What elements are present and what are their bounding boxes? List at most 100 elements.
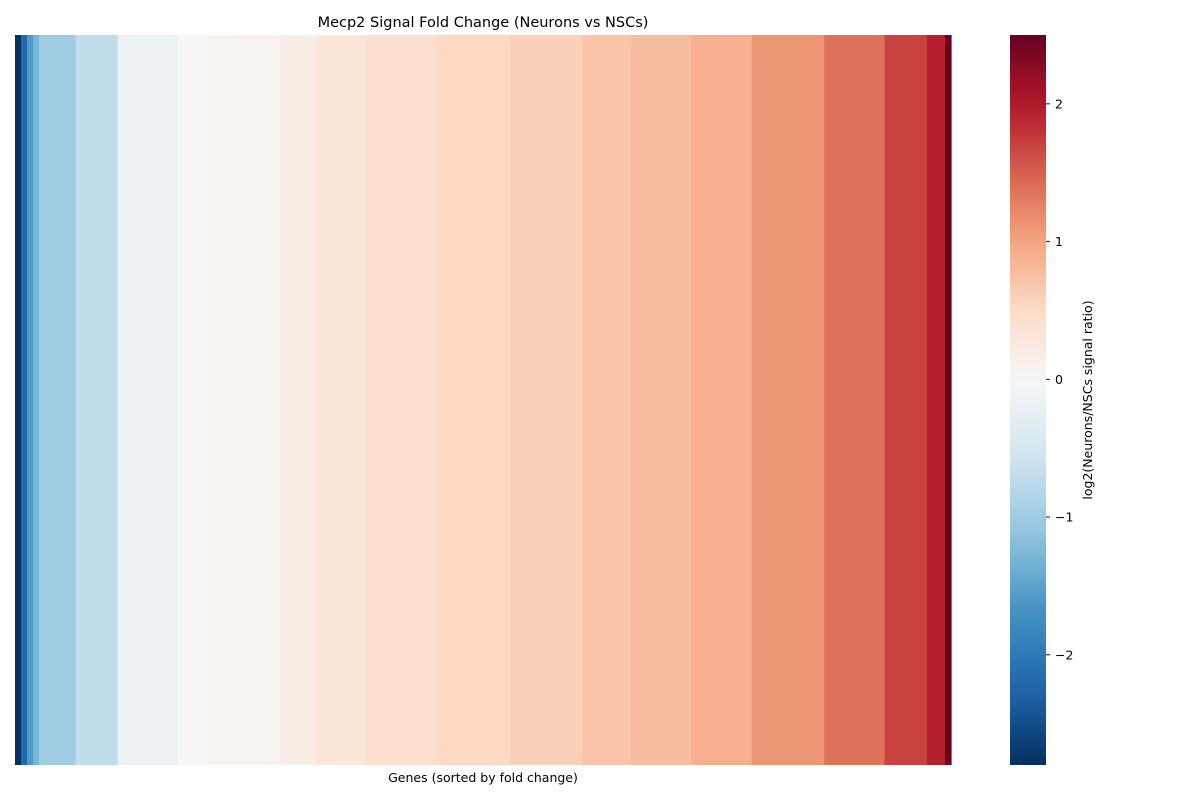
heatmap-cell: [389, 35, 397, 765]
heatmap-cell: [643, 35, 650, 765]
heatmap-cell: [51, 35, 58, 765]
heatmap-cell: [540, 35, 548, 765]
heatmap-cell: [353, 35, 360, 765]
heatmap-cell: [347, 35, 354, 765]
heatmap-cell: [256, 35, 264, 765]
heatmap-cell: [564, 35, 572, 765]
heatmap-cell: [69, 35, 76, 765]
heatmap-cell: [920, 35, 928, 765]
heatmap-cell: [226, 35, 233, 765]
heatmap-cell: [944, 35, 952, 765]
heatmap-cell: [377, 35, 384, 765]
heatmap-cell: [63, 35, 70, 765]
heatmap-cell: [733, 35, 741, 765]
heatmap-cell: [449, 35, 457, 765]
heatmap-cell: [413, 35, 421, 765]
heatmap-cell: [129, 35, 137, 765]
heatmap-cell: [165, 35, 173, 765]
heatmap-cell: [461, 35, 469, 765]
heatmap-cell: [534, 35, 541, 765]
heatmap-cell: [322, 35, 330, 765]
heatmap-cell: [93, 35, 101, 765]
heatmap-cell: [280, 35, 288, 765]
heatmap-cell: [697, 35, 705, 765]
heatmap-cell: [836, 35, 843, 765]
heatmap-cell: [123, 35, 131, 765]
colorbar-label: log2(Neurons/NSCs signal ratio): [1080, 300, 1095, 499]
heatmap-cell: [153, 35, 161, 765]
heatmap-cell: [896, 35, 904, 765]
heatmap-cell: [232, 35, 240, 765]
heatmap-cell: [691, 35, 698, 765]
heatmap-cell: [504, 35, 511, 765]
heatmap-cell: [914, 35, 922, 765]
heatmap-cell: [522, 35, 529, 765]
heatmap-cell: [220, 35, 227, 765]
x-axis-label: Genes (sorted by fold change): [388, 770, 578, 785]
heatmap-cell: [473, 35, 481, 765]
heatmap-cell: [757, 35, 765, 765]
heatmap-cell: [781, 35, 789, 765]
colorbar-tick-label: 2: [1055, 96, 1063, 111]
heatmap-cell: [371, 35, 378, 765]
heatmap-cell: [274, 35, 282, 765]
heatmap-cell: [926, 35, 934, 765]
heatmap-cell: [329, 35, 336, 765]
heatmap-cell: [558, 35, 566, 765]
heatmap-cell: [479, 35, 487, 765]
heatmap-cell: [624, 35, 632, 765]
heatmap-cell: [467, 35, 475, 765]
heatmap-cell: [516, 35, 523, 765]
heatmap-cell: [703, 35, 711, 765]
heatmap-cell: [407, 35, 415, 765]
heatmap-cell: [443, 35, 451, 765]
heatmap-cell: [649, 35, 656, 765]
heatmap-cell: [498, 35, 505, 765]
heatmap-cell: [286, 35, 294, 765]
heatmap-cell: [298, 35, 306, 765]
heatmap-cell: [667, 35, 674, 765]
heatmap-cell: [673, 35, 680, 765]
colorbar: [1010, 35, 1046, 765]
heatmap-cell: [528, 35, 535, 765]
heatmap-cell: [27, 35, 34, 765]
heatmap-cell: [105, 35, 113, 765]
heatmap-cell: [582, 35, 590, 765]
heatmap-cell: [685, 35, 692, 765]
heatmap-cell: [884, 35, 892, 765]
heatmap-cell: [316, 35, 324, 765]
heatmap-cell: [39, 35, 46, 765]
heatmap-cell: [812, 35, 819, 765]
heatmap-cell: [419, 35, 427, 765]
heatmap-cell: [594, 35, 602, 765]
heatmap-cell: [81, 35, 89, 765]
heatmap-cell: [727, 35, 735, 765]
heatmap-cell: [359, 35, 366, 765]
heatmap-cell: [908, 35, 916, 765]
heatmap-cell: [304, 35, 312, 765]
heatmap-cell: [172, 35, 179, 765]
heatmap-cell: [739, 35, 747, 765]
heatmap-cell: [75, 35, 83, 765]
heatmap-cell: [262, 35, 270, 765]
heatmap-cell: [769, 35, 777, 765]
heatmap-cell: [244, 35, 252, 765]
heatmap-cell: [238, 35, 246, 765]
heatmap-cell: [510, 35, 517, 765]
heatmap-cell: [159, 35, 167, 765]
heatmap-cell: [872, 35, 880, 765]
heatmap-cell: [848, 35, 855, 765]
heatmap-cell: [612, 35, 620, 765]
heatmap-cell: [679, 35, 686, 765]
heatmap-cell: [618, 35, 626, 765]
heatmap-cell: [431, 35, 439, 765]
heatmap-cell: [87, 35, 95, 765]
heatmap-cell: [111, 35, 119, 765]
heatmap-cell: [99, 35, 107, 765]
heatmap-cell: [606, 35, 614, 765]
heatmap-cell: [800, 35, 807, 765]
heatmap-cell: [860, 35, 868, 765]
heatmap-cell: [365, 35, 372, 765]
heatmap-cells: [15, 35, 952, 765]
heatmap-cell: [425, 35, 433, 765]
